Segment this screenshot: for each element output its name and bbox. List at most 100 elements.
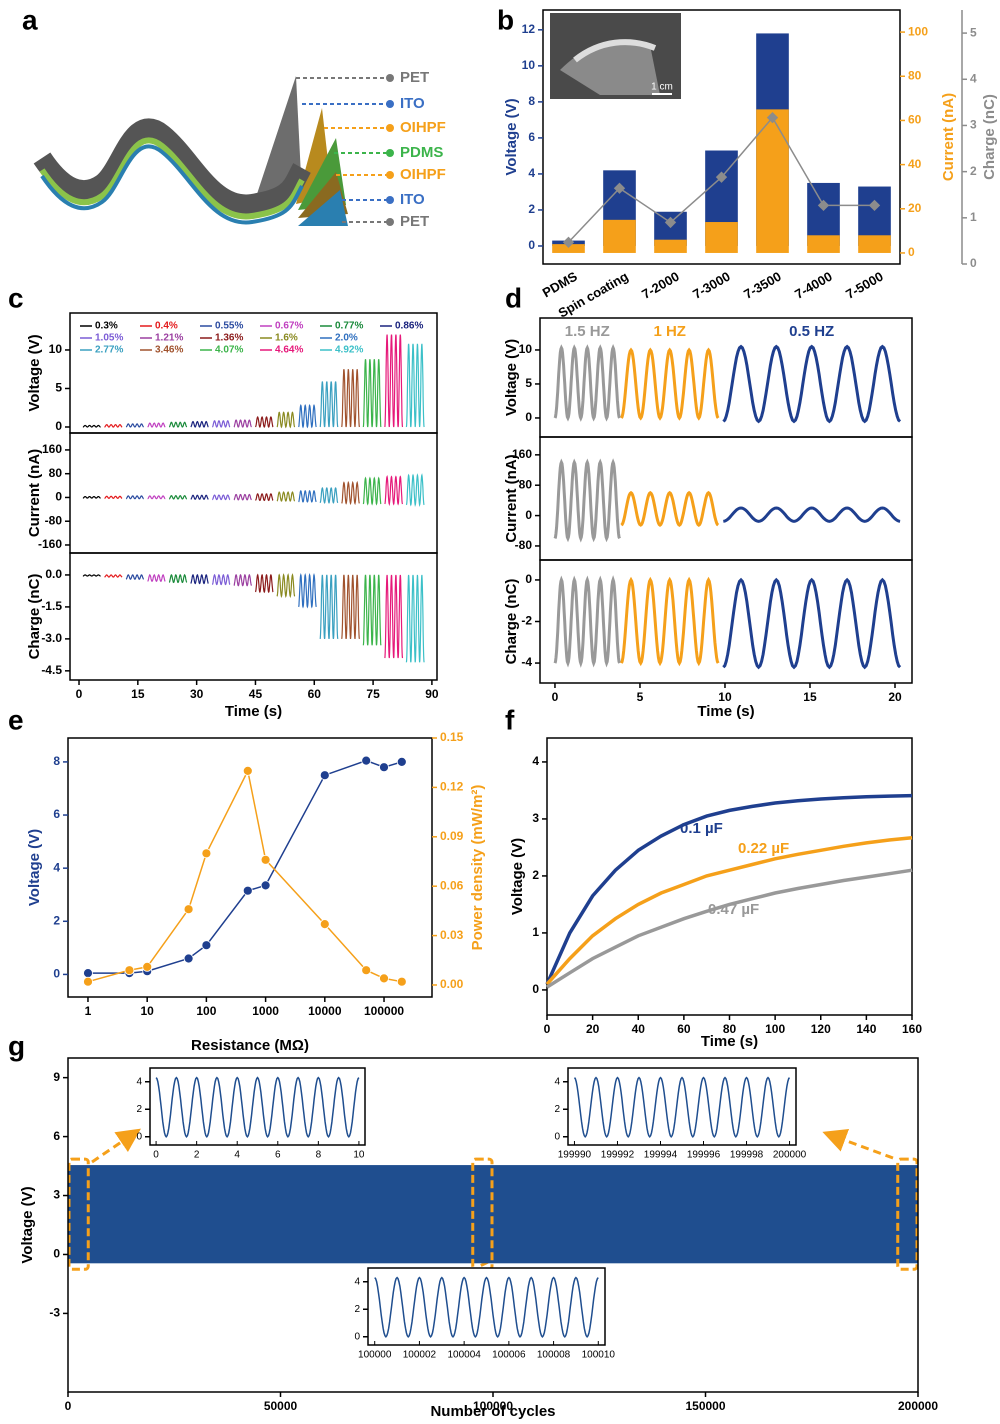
x-tick-label: 199992 bbox=[601, 1150, 635, 1161]
y-tick-label: 2 bbox=[532, 868, 539, 882]
x-tick-label: 120 bbox=[811, 1022, 831, 1036]
point bbox=[83, 976, 93, 987]
legend-label: 1.21% bbox=[155, 333, 183, 344]
y-tick-label: -3 bbox=[49, 1306, 60, 1320]
y-tick-label: -80 bbox=[45, 513, 63, 527]
x-tick-label: 100000 bbox=[358, 1350, 392, 1361]
x-tick-label: 199998 bbox=[730, 1150, 764, 1161]
point bbox=[242, 885, 253, 896]
waveform bbox=[212, 420, 231, 428]
x-tick-label: 199990 bbox=[558, 1150, 592, 1161]
waveform bbox=[255, 493, 274, 502]
waveform bbox=[384, 334, 404, 428]
point bbox=[201, 940, 212, 951]
scale-label: 1 cm bbox=[651, 82, 673, 93]
y-tick-label: 0 bbox=[554, 1131, 560, 1142]
waveform bbox=[147, 573, 166, 583]
y-tick-label: 4 bbox=[554, 1076, 560, 1087]
plot-frame bbox=[542, 9, 901, 265]
y-tick-label: 0 bbox=[53, 967, 60, 981]
y-tick-label: 0 bbox=[908, 245, 915, 259]
y-tick-label: 0 bbox=[53, 1247, 60, 1261]
point bbox=[319, 770, 330, 781]
legend-label: 4.64% bbox=[275, 345, 303, 356]
y-tick-label: 0 bbox=[532, 982, 539, 996]
inset-waveform bbox=[374, 1276, 599, 1338]
y-tick-label: 2 bbox=[970, 164, 977, 178]
y-axis-label: Voltage (V) bbox=[26, 829, 43, 906]
point bbox=[83, 968, 93, 978]
series-line bbox=[88, 759, 403, 974]
waveform bbox=[384, 574, 404, 659]
y-tick-label: 4 bbox=[136, 1076, 142, 1087]
x-axis-label: Time (s) bbox=[697, 703, 754, 720]
waveform bbox=[341, 369, 360, 428]
x-tick-label: 0 bbox=[544, 1022, 551, 1036]
y-tick-label: 9 bbox=[53, 1070, 60, 1084]
series-label: 0.1 µF bbox=[680, 820, 723, 837]
legend-label: 0.86% bbox=[395, 321, 423, 332]
panel-letter: f bbox=[505, 704, 515, 735]
y-tick-label: 0.09 bbox=[440, 829, 464, 843]
x-tick-label: 20 bbox=[586, 1022, 600, 1036]
plot-frame bbox=[69, 312, 438, 434]
legend-label: 0.4% bbox=[155, 321, 178, 332]
waveform bbox=[190, 420, 209, 428]
legend-label: 4.92% bbox=[335, 345, 363, 356]
waveform bbox=[82, 424, 101, 428]
waveform bbox=[82, 574, 101, 577]
y-axis-label: Charge (nC) bbox=[981, 94, 998, 180]
point bbox=[361, 755, 372, 766]
y-tick-label: 8 bbox=[53, 754, 60, 768]
x-tick-label: 1 bbox=[85, 1004, 92, 1018]
x-tick-label: 100008 bbox=[537, 1350, 571, 1361]
x-tick-label: 150000 bbox=[685, 1399, 725, 1413]
point bbox=[183, 904, 194, 915]
plot-frame bbox=[367, 1267, 606, 1346]
x-tick-label: 140 bbox=[856, 1022, 876, 1036]
x-tick-label: 8 bbox=[316, 1150, 322, 1161]
y-axis-label: Voltage (V) bbox=[19, 1186, 36, 1263]
point bbox=[260, 854, 271, 865]
plot-frame bbox=[149, 1067, 366, 1146]
bar bbox=[603, 219, 636, 253]
x-tick-label: 4 bbox=[234, 1150, 240, 1161]
y-axis-label: Current (nA) bbox=[26, 449, 43, 537]
bar bbox=[654, 239, 687, 253]
y-axis-label: Power density (mW/m²) bbox=[469, 785, 486, 951]
layer-label: PDMS bbox=[400, 144, 443, 161]
charge-marker bbox=[817, 199, 830, 212]
y-tick-label: 80 bbox=[908, 68, 922, 82]
panel-letter: g bbox=[8, 1030, 25, 1061]
waveform bbox=[147, 495, 166, 500]
x-tick-label: 80 bbox=[723, 1022, 737, 1036]
x-tick-label: 100004 bbox=[447, 1350, 481, 1361]
plot-frame bbox=[69, 552, 438, 681]
y-tick-label: 6 bbox=[53, 1129, 60, 1143]
waveform bbox=[298, 573, 317, 609]
y-tick-label: 0.00 bbox=[440, 977, 464, 991]
y-tick-label: 5 bbox=[970, 25, 977, 39]
waveform bbox=[190, 494, 209, 500]
y-tick-label: 0.15 bbox=[440, 730, 464, 744]
y-tick-label: 160 bbox=[42, 442, 62, 456]
x-axis-label: Time (s) bbox=[701, 1033, 758, 1050]
y-tick-label: -3.0 bbox=[41, 631, 62, 645]
x-tick-label: 7-3000 bbox=[690, 269, 733, 302]
y-tick-label: -1.5 bbox=[41, 599, 62, 613]
waveform bbox=[405, 343, 425, 428]
y-tick-label: 3 bbox=[970, 118, 977, 132]
y-tick-label: -4.5 bbox=[41, 663, 62, 677]
point bbox=[396, 976, 407, 987]
x-tick-label: 200000 bbox=[898, 1399, 938, 1413]
legend-label: 0.77% bbox=[335, 321, 363, 332]
y-tick-label: 20 bbox=[908, 201, 922, 215]
highlight-box bbox=[67, 1157, 90, 1271]
waveform bbox=[341, 480, 360, 506]
charge-marker bbox=[562, 236, 575, 248]
y-tick-label: 0 bbox=[136, 1131, 142, 1142]
y-tick-label: 5 bbox=[55, 381, 62, 395]
charge-marker bbox=[868, 199, 881, 212]
waveform bbox=[276, 491, 296, 502]
